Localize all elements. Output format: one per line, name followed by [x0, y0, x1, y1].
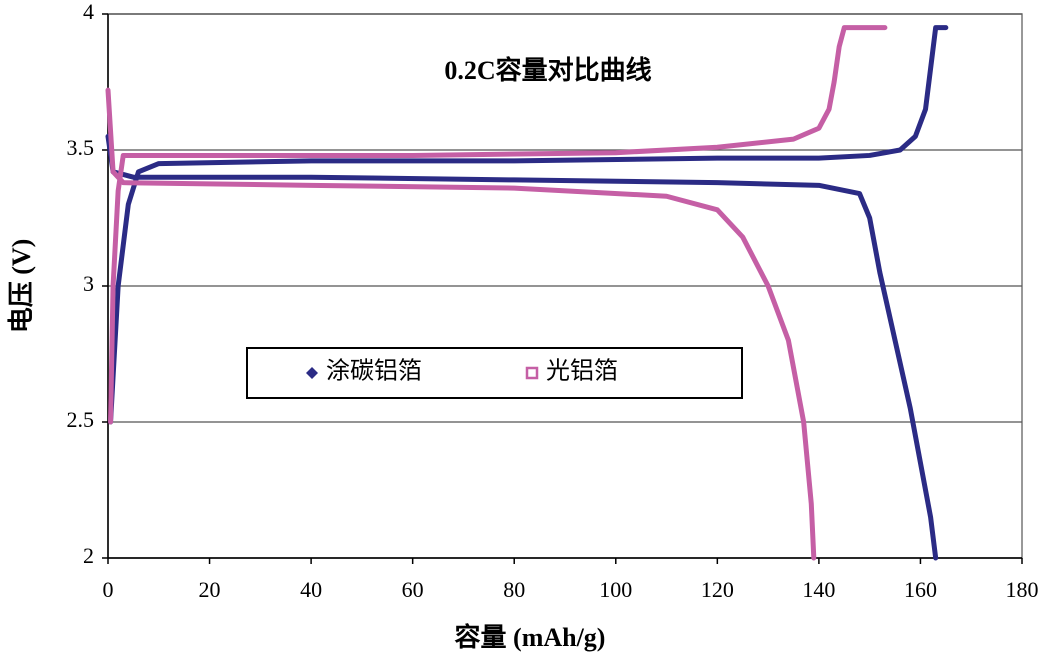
y-tick-label: 2.5	[67, 407, 95, 432]
legend-label: 光铝箔	[546, 358, 618, 385]
legend-marker	[525, 366, 539, 380]
legend-box	[246, 347, 743, 399]
series-line	[105, 25, 888, 561]
x-tick-label: 100	[599, 577, 632, 602]
x-tick-label: 120	[701, 577, 734, 602]
chart-title: 0.2C容量对比曲线	[444, 55, 651, 85]
legend-label: 涂碳铝箔	[326, 358, 422, 385]
y-axis-label: 电压 (V)	[7, 239, 36, 334]
x-tick-label: 80	[503, 577, 525, 602]
y-tick-label: 3	[83, 271, 94, 296]
y-tick-label: 4	[83, 0, 94, 24]
x-tick-label: 20	[199, 577, 221, 602]
legend-marker	[306, 367, 318, 379]
x-tick-label: 180	[1006, 577, 1039, 602]
y-tick-label: 3.5	[67, 135, 95, 160]
series-line	[105, 25, 949, 561]
x-tick-label: 160	[904, 577, 937, 602]
x-tick-label: 0	[103, 577, 114, 602]
x-tick-label: 140	[802, 577, 835, 602]
y-tick-label: 2	[83, 543, 94, 568]
x-axis-label: 容量 (mAh/g)	[455, 622, 606, 652]
x-tick-label: 60	[402, 577, 424, 602]
x-tick-label: 40	[300, 577, 322, 602]
